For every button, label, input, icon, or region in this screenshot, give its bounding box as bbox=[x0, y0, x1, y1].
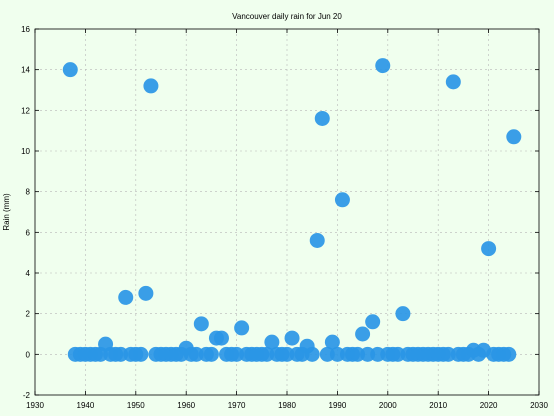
x-tick-label: 1970 bbox=[228, 401, 246, 410]
x-tick-label: 1940 bbox=[77, 401, 95, 410]
y-tick-label: 2 bbox=[26, 310, 31, 319]
data-point bbox=[138, 285, 154, 301]
data-point bbox=[445, 74, 461, 90]
data-point bbox=[324, 334, 340, 350]
data-point bbox=[334, 192, 350, 208]
x-tick-label: 1980 bbox=[278, 401, 296, 410]
data-point bbox=[314, 110, 330, 126]
data-point bbox=[481, 241, 497, 257]
x-tick-label: 1930 bbox=[26, 401, 44, 410]
x-tick-label: 1950 bbox=[127, 401, 145, 410]
data-point bbox=[133, 346, 149, 362]
data-point bbox=[375, 58, 391, 74]
data-point bbox=[234, 320, 250, 336]
x-tick-label: 2010 bbox=[429, 401, 447, 410]
data-point bbox=[143, 78, 159, 94]
y-tick-label: 12 bbox=[21, 106, 30, 115]
y-axis-label: Rain (mm) bbox=[2, 193, 11, 231]
x-tick-label: 1960 bbox=[177, 401, 195, 410]
y-tick-label: 8 bbox=[26, 188, 31, 197]
data-points bbox=[62, 58, 522, 362]
data-point bbox=[365, 314, 381, 330]
y-tick-label: 0 bbox=[26, 350, 31, 359]
y-tick-label: 6 bbox=[26, 228, 31, 237]
data-point bbox=[309, 232, 325, 248]
x-tick-label: 2020 bbox=[480, 401, 498, 410]
data-point bbox=[193, 316, 209, 332]
data-point bbox=[62, 62, 78, 78]
y-tick-label: 4 bbox=[26, 269, 31, 278]
data-point bbox=[501, 346, 517, 362]
data-point bbox=[118, 289, 134, 305]
x-tick-label: 1990 bbox=[329, 401, 347, 410]
y-tick-label: 10 bbox=[21, 147, 30, 156]
data-point bbox=[284, 330, 300, 346]
data-point bbox=[355, 326, 371, 342]
x-tick-label: 2000 bbox=[379, 401, 397, 410]
data-point bbox=[395, 306, 411, 322]
axis-ticks: 1930 1940 1950 1960 1970 1980 1990 2000 2010 2020… bbox=[21, 25, 548, 410]
y-tick-label: 16 bbox=[21, 25, 30, 34]
data-point bbox=[203, 346, 219, 362]
chart-title: Vancouver daily rain for Jun 20 bbox=[232, 12, 342, 21]
data-point bbox=[264, 334, 280, 350]
data-point bbox=[506, 129, 522, 145]
data-point bbox=[304, 346, 320, 362]
y-tick-label: -2 bbox=[23, 391, 31, 400]
x-tick-label: 2030 bbox=[530, 401, 548, 410]
y-tick-label: 14 bbox=[21, 66, 30, 75]
data-point bbox=[213, 330, 229, 346]
